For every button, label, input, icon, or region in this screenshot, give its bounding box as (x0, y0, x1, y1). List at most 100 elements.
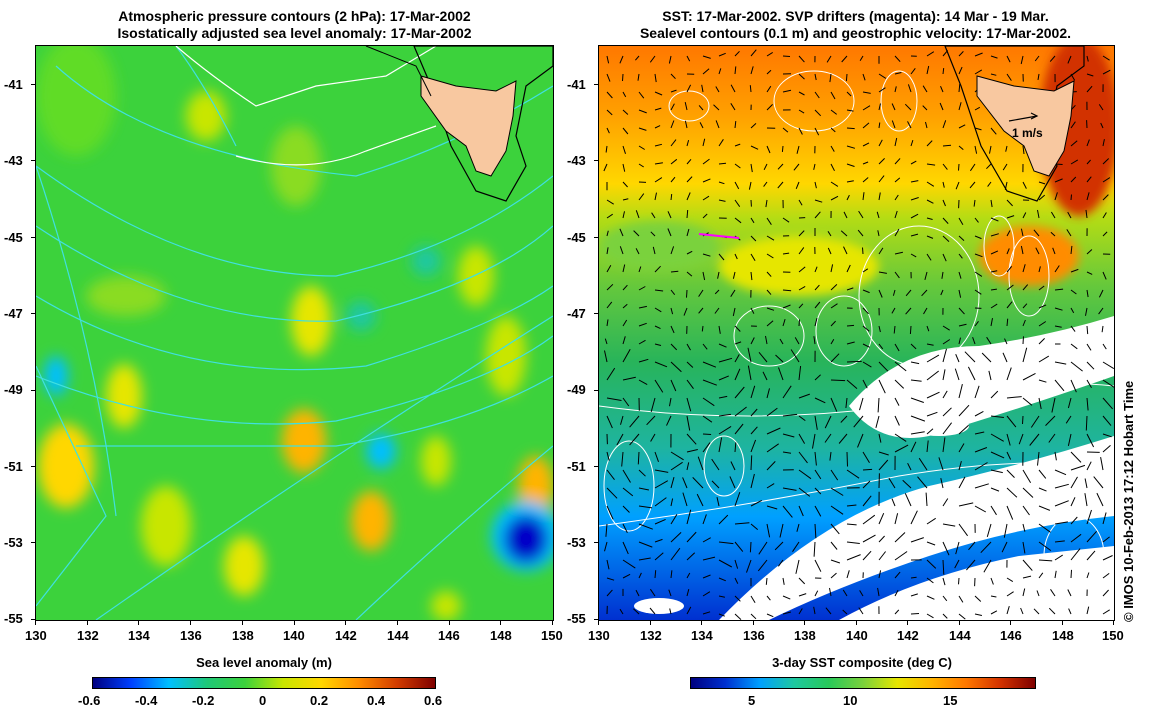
velocity-vector (1006, 415, 1017, 428)
velocity-vector (926, 391, 940, 399)
velocity-vector (670, 158, 678, 165)
velocity-vector (750, 217, 755, 224)
velocity-vector (1022, 347, 1028, 363)
velocity-vector (798, 487, 811, 497)
velocity-vector (798, 319, 800, 327)
velocity-vector (990, 577, 994, 585)
velocity-vector (702, 361, 717, 368)
velocity-vector (684, 120, 688, 129)
velocity-vector (1086, 289, 1089, 298)
velocity-vector (748, 181, 752, 190)
velocity-vector (958, 124, 966, 129)
velocity-vector (777, 163, 784, 170)
velocity-vector (782, 289, 792, 292)
velocity-vector (635, 248, 640, 255)
velocity-vector (830, 469, 839, 481)
velocity-vector (1070, 289, 1077, 295)
velocity-vector (606, 451, 610, 461)
velocity-vector (958, 443, 965, 453)
velocity-vector (686, 433, 697, 445)
velocity-vector (686, 572, 691, 579)
velocity-vector (734, 423, 744, 435)
velocity-vector (765, 335, 768, 345)
velocity-vector (1006, 55, 1011, 63)
x-tick-mark (701, 620, 702, 625)
velocity-vector (958, 253, 963, 259)
velocity-vector (955, 354, 960, 363)
sst-colorbar (690, 677, 1036, 689)
velocity-vector (926, 163, 936, 166)
velocity-vector (1006, 318, 1009, 327)
velocity-vector (862, 247, 864, 255)
velocity-vector (1054, 265, 1060, 273)
velocity-vector (969, 163, 976, 172)
velocity-vector (926, 343, 934, 346)
velocity-vector (830, 145, 835, 152)
velocity-vector (686, 415, 691, 431)
velocity-vector (910, 576, 917, 579)
velocity-vector (1102, 433, 1112, 438)
velocity-vector (1022, 415, 1024, 425)
velocity-vector (974, 447, 988, 453)
velocity-vector (670, 476, 675, 489)
sealevel-contours (599, 70, 1114, 597)
velocity-vector (1100, 457, 1104, 471)
velocity-vector (910, 233, 919, 237)
velocity-vector (1054, 307, 1063, 311)
velocity-vector (958, 595, 964, 603)
velocity-vector (1006, 215, 1015, 219)
velocity-vector (697, 456, 704, 471)
velocity-vector (878, 361, 889, 372)
velocity-vector (878, 551, 886, 561)
x-tick-mark (1113, 620, 1114, 625)
velocity-vector (826, 55, 832, 63)
velocity-vector (1102, 343, 1107, 350)
right-x-tick: 142 (897, 628, 919, 643)
left-y-tick: -55 (4, 611, 23, 626)
velocity-vector (972, 337, 976, 345)
velocity-vector (894, 513, 899, 525)
velocity-vector (1102, 512, 1107, 525)
velocity-vector (1086, 530, 1097, 543)
velocity-vector (750, 253, 756, 262)
velocity-vector (830, 523, 840, 535)
right-y-tick: -47 (567, 306, 586, 321)
velocity-vector (942, 559, 945, 575)
velocity-vector (907, 84, 912, 93)
velocity-vector (670, 514, 678, 525)
sla-colorbar-tick: -0.4 (135, 693, 158, 708)
y-tick-mark (31, 313, 35, 314)
velocity-vector (894, 137, 898, 147)
sst-map[interactable]: 1 m/s (598, 45, 1115, 621)
velocity-vector (638, 379, 648, 386)
velocity-vector (766, 320, 774, 327)
velocity-vector (798, 365, 802, 381)
velocity-vector (830, 397, 838, 412)
velocity-vector (878, 289, 883, 298)
velocity-vector (1102, 55, 1110, 61)
velocity-vector (686, 271, 693, 277)
velocity-vector (734, 181, 740, 190)
velocity-vector (966, 559, 976, 571)
velocity-vector (734, 406, 747, 417)
velocity-vector (938, 457, 944, 471)
velocity-vector (814, 284, 820, 291)
velocity-vector (814, 317, 818, 327)
velocity-vector (1086, 550, 1096, 561)
velocity-vector (638, 523, 653, 530)
velocity-vector (782, 487, 797, 491)
sla-map[interactable] (35, 45, 554, 621)
velocity-vector (830, 303, 838, 309)
velocity-vector (670, 307, 674, 315)
velocity-vector (798, 230, 805, 237)
velocity-vector (798, 469, 812, 480)
velocity-vector (750, 426, 758, 435)
velocity-vector (1100, 122, 1104, 129)
velocity-vector (622, 211, 625, 219)
velocity-vector (922, 105, 928, 111)
velocity-vector (974, 431, 985, 435)
velocity-vector (910, 253, 917, 258)
velocity-vector (670, 176, 676, 183)
velocity-vector (813, 541, 816, 557)
velocity-vector (878, 271, 887, 274)
